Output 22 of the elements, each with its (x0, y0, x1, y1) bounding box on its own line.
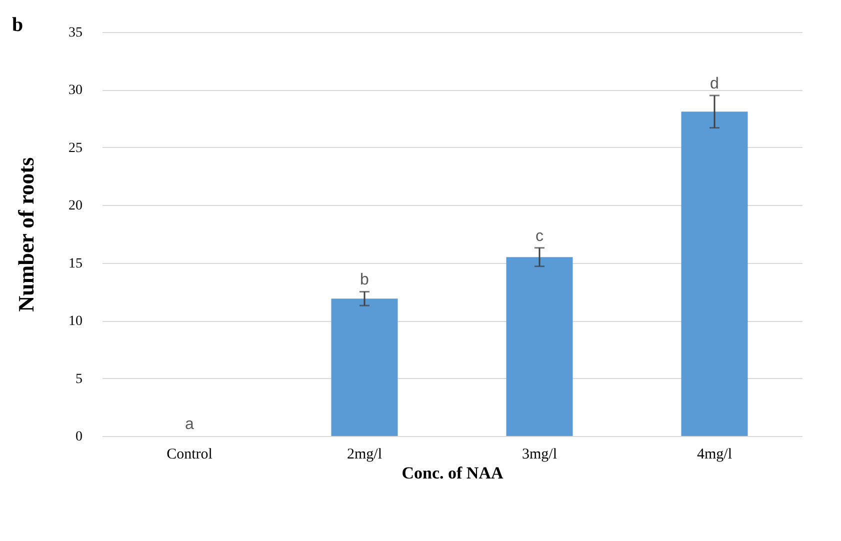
x-axis-title: Conc. of NAA (402, 464, 504, 482)
x-tick-label: 3mg/l (522, 446, 558, 462)
y-tick-label: 35 (68, 26, 82, 40)
y-tick-label: 30 (68, 83, 82, 98)
x-tick-label: Control (166, 446, 212, 462)
bar (681, 112, 748, 436)
annotation: b (360, 272, 370, 289)
x-tick-label: 4mg/l (696, 446, 732, 462)
bar (331, 298, 398, 436)
bar (506, 257, 573, 436)
y-tick-label: 10 (68, 314, 82, 330)
y-tick-label: 15 (68, 256, 82, 272)
y-tick-label: 20 (68, 198, 82, 214)
y-axis-title: Number of roots (14, 156, 38, 312)
y-tick-label: 25 (68, 140, 82, 156)
y-tick-label: 0 (76, 430, 82, 444)
annotation: a (185, 416, 194, 433)
annotation: d (710, 75, 719, 92)
annotation: c (536, 228, 544, 245)
text: b (12, 14, 24, 37)
y-tick-label: 5 (76, 372, 82, 387)
x-tick-label: 2mg/l (346, 446, 382, 462)
